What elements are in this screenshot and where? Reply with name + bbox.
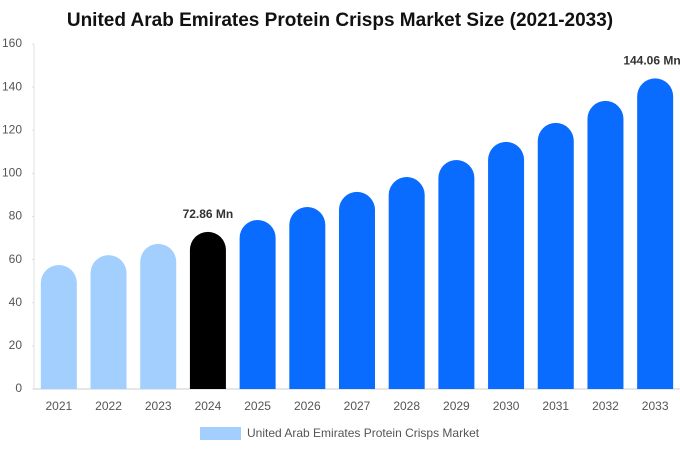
x-tick-label: 2031 (542, 399, 569, 413)
data-label: 144.06 Mn (623, 54, 680, 68)
bar (339, 191, 375, 389)
bar (388, 177, 425, 389)
legend-swatch (200, 427, 241, 440)
chart-title: United Arab Emirates Protein Crisps Mark… (67, 10, 613, 31)
y-tick-label: 80 (9, 209, 23, 223)
y-tick-label: 100 (2, 166, 22, 180)
y-tick-label: 20 (9, 338, 23, 352)
x-tick-label: 2028 (393, 399, 420, 413)
y-tick-label: 40 (9, 295, 23, 309)
x-tick-label: 2021 (45, 399, 72, 413)
bar (289, 207, 326, 389)
x-tick-label: 2024 (195, 399, 222, 413)
data-label: 72.86 Mn (183, 207, 234, 221)
x-tick-label: 2026 (294, 399, 321, 413)
y-tick-label: 140 (2, 79, 22, 93)
bar (537, 122, 574, 389)
y-tick-label: 60 (9, 252, 23, 266)
bar (189, 231, 226, 389)
x-tick-label: 2029 (443, 399, 470, 413)
x-tick-label: 2032 (592, 399, 619, 413)
x-tick-label: 2023 (145, 399, 172, 413)
x-tick-label: 2027 (344, 399, 371, 413)
x-tick-label: 2025 (244, 399, 271, 413)
bar (637, 78, 674, 389)
y-tick-label: 0 (15, 381, 22, 395)
legend-label: United Arab Emirates Protein Crisps Mark… (247, 426, 480, 440)
bar (488, 141, 525, 389)
bar (438, 160, 475, 389)
x-tick-label: 2033 (642, 399, 669, 413)
bar (140, 243, 177, 389)
bar (239, 219, 276, 389)
y-tick-label: 120 (2, 122, 22, 136)
bar (90, 255, 127, 389)
x-tick-label: 2022 (95, 399, 122, 413)
x-tick-label: 2030 (493, 399, 520, 413)
bar (40, 265, 77, 389)
y-tick-label: 160 (2, 36, 22, 50)
bar (587, 100, 624, 390)
